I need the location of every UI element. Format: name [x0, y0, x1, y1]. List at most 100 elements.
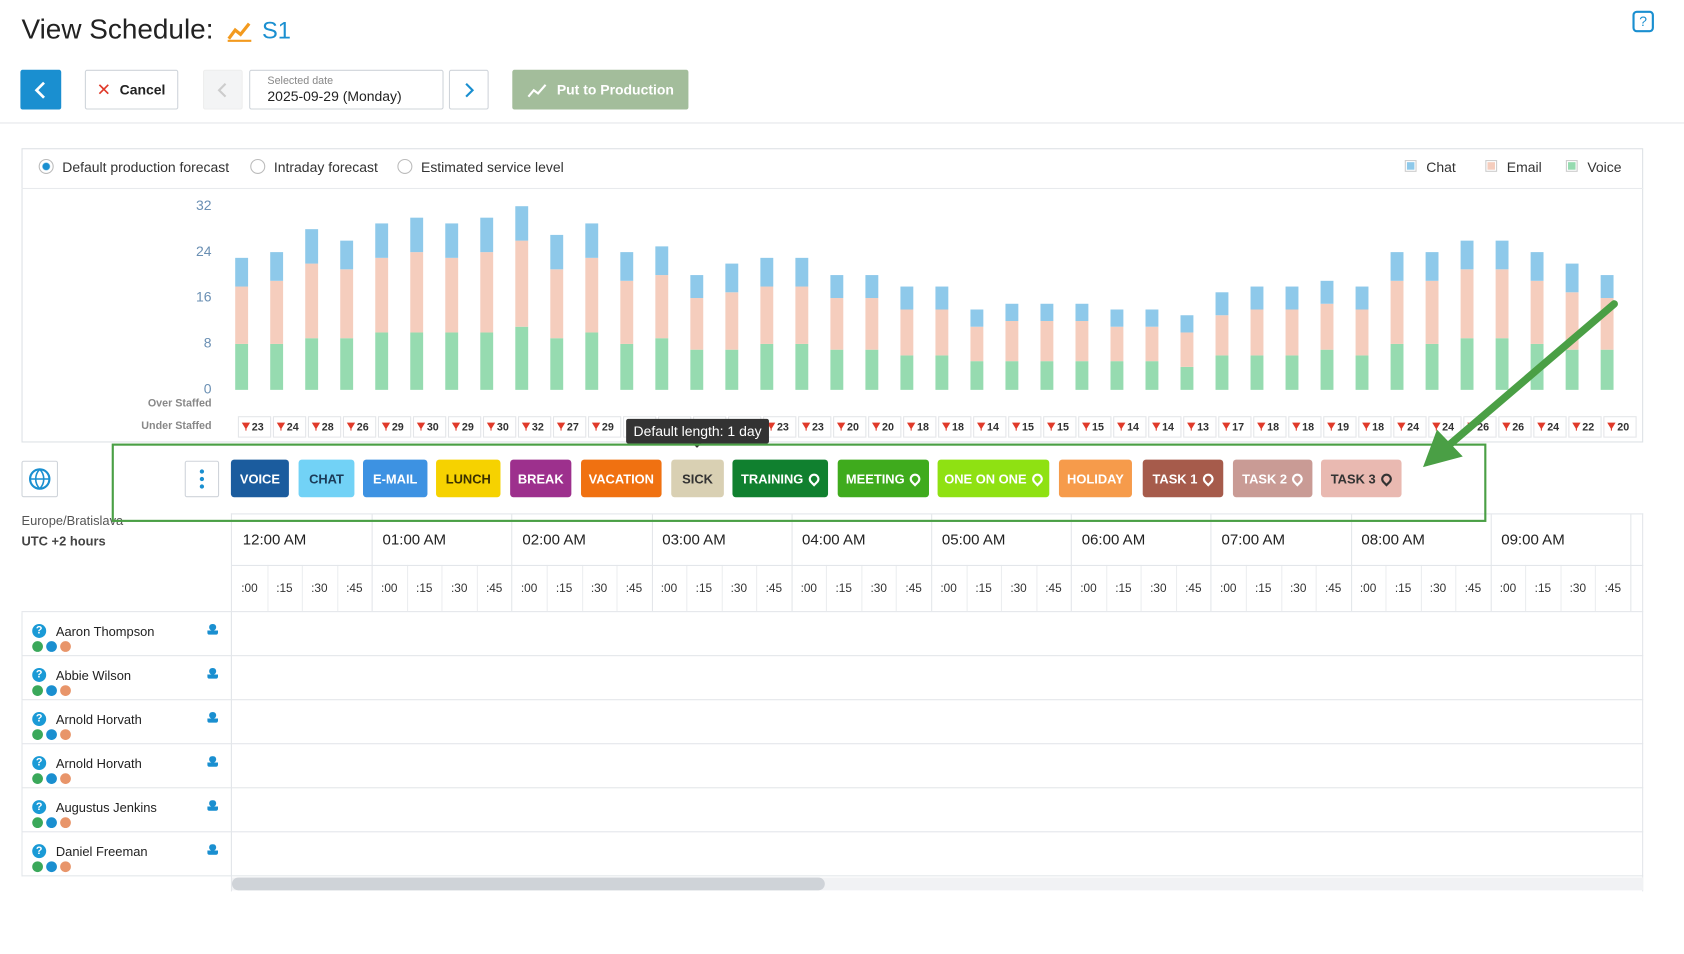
production-button[interactable]: Put to Production	[512, 69, 689, 110]
hour-label: 08:00 AM	[1361, 530, 1425, 548]
bar-segment	[655, 338, 669, 390]
skill-dot	[46, 685, 57, 696]
bar-segment	[375, 223, 389, 258]
activity-button[interactable]: VOICE	[230, 459, 289, 498]
hour-label: 01:00 AM	[382, 530, 447, 548]
quarter-label: :45	[765, 582, 783, 595]
date-field[interactable]: Selected date 2025-09-29 (Monday)	[249, 69, 444, 110]
activity-button[interactable]: VACATION	[581, 459, 662, 498]
activity-button[interactable]: E-MAIL	[363, 459, 428, 498]
back-button[interactable]	[20, 69, 62, 110]
under-staffed-icon	[1362, 422, 1371, 431]
agent-row	[21, 788, 1644, 833]
activity-name: BREAK	[517, 470, 564, 486]
agent-row	[21, 656, 1644, 701]
activity-button[interactable]: LUNCH	[436, 459, 501, 498]
under-staffed-cell	[1603, 416, 1637, 438]
under-staffed-icon	[1572, 422, 1581, 431]
prev-day-button[interactable]	[202, 69, 243, 110]
activity-name: LUNCH	[445, 470, 491, 486]
cancel-label: Cancel	[119, 81, 166, 98]
quarter-label: :30	[590, 582, 608, 595]
hour-divider	[651, 514, 653, 612]
quarter-divider	[1105, 564, 1108, 612]
bar-segment	[480, 252, 494, 333]
activity-button[interactable]: ONE ON ONE	[937, 459, 1050, 498]
under-staffed-icon	[1397, 422, 1406, 431]
panel-divider	[21, 187, 1644, 190]
bar-segment	[1495, 240, 1509, 270]
quarter-label: :15	[1115, 582, 1132, 595]
menu-button[interactable]	[184, 460, 220, 498]
agent-name[interactable]: Augustus Jenkins	[55, 800, 157, 816]
timezone-button[interactable]	[21, 460, 58, 498]
quarter-label: :45	[625, 582, 643, 595]
under-staffed-icon	[906, 422, 916, 431]
activity-button[interactable]: TASK 1	[1142, 459, 1224, 498]
bar-segment	[1075, 303, 1089, 321]
activity-button[interactable]: TASK 3	[1320, 459, 1402, 498]
activity-name: TASK 2	[1242, 470, 1288, 486]
activity-button[interactable]: HOLIDAY	[1058, 459, 1132, 498]
bar-segment	[1040, 320, 1054, 362]
quarter-label: :00	[1080, 582, 1097, 595]
activity-button[interactable]: TRAINING	[732, 459, 829, 498]
bar-segment	[305, 263, 319, 339]
bar-segment	[935, 286, 949, 310]
quarter-divider	[861, 564, 863, 612]
under-staffed-cell	[1008, 416, 1042, 438]
schedule-name[interactable]: S1	[262, 17, 291, 45]
scroll-thumb[interactable]	[231, 877, 825, 891]
radio[interactable]	[397, 158, 413, 174]
bar-segment	[515, 326, 529, 390]
bar-segment	[900, 355, 914, 390]
activity-button[interactable]: MEETING	[837, 459, 929, 498]
under-staffed-cell	[237, 416, 272, 438]
under-staffed-cell	[1358, 416, 1392, 438]
activity-button[interactable]: CHAT	[298, 459, 355, 498]
bar-segment	[1040, 303, 1054, 321]
activity-button[interactable]: TASK 2	[1232, 459, 1313, 498]
activity-button[interactable]: SICK	[671, 459, 724, 498]
agent-name[interactable]: Abbie Wilson	[55, 668, 132, 684]
next-day-button[interactable]	[448, 69, 489, 110]
help-icon[interactable]: ?	[1630, 9, 1658, 35]
under-staffed-icon	[556, 422, 566, 431]
hour-label: 12:00 AM	[242, 530, 307, 548]
y-tick-label: 32	[196, 197, 212, 213]
quarter-label: :15	[695, 582, 713, 595]
skill-dot	[60, 641, 71, 652]
under-staffed-icon	[977, 422, 986, 431]
quarter-divider	[1455, 564, 1457, 612]
cancel-button[interactable]: ✕ Cancel	[84, 69, 179, 110]
bar-segment	[235, 257, 249, 287]
bar-segment	[935, 309, 949, 356]
bar-segment	[1285, 309, 1299, 356]
activity-button[interactable]: BREAK	[510, 459, 572, 498]
quarter-divider	[756, 564, 758, 612]
quarter-divider	[686, 564, 688, 612]
agent-name[interactable]: Arnold Horvath	[55, 712, 142, 728]
quarter-label: :15	[975, 582, 992, 595]
agent-name[interactable]: Daniel Freeman	[55, 844, 148, 860]
under-staffed-value: 22	[1582, 421, 1594, 433]
bar-segment	[1110, 309, 1124, 327]
agent-name[interactable]: Arnold Horvath	[55, 756, 142, 772]
status-icon: ?	[32, 712, 47, 727]
header-rule	[21, 611, 1644, 613]
agent-name[interactable]: Aaron Thompson	[55, 623, 155, 640]
radio[interactable]	[250, 158, 266, 174]
skill-dot	[60, 773, 71, 785]
bar-segment	[760, 286, 774, 344]
skill-dot	[60, 817, 71, 829]
bar-segment	[1320, 303, 1334, 350]
quarter-label: :30	[1150, 582, 1167, 595]
bar-segment	[305, 338, 319, 390]
radio[interactable]	[38, 158, 54, 174]
hour-divider	[1210, 514, 1212, 612]
bar-segment	[445, 257, 459, 333]
bar-segment	[725, 263, 739, 293]
bar-segment	[585, 223, 599, 258]
skill-dot	[32, 685, 43, 696]
under-staffed-cell	[1113, 416, 1147, 438]
